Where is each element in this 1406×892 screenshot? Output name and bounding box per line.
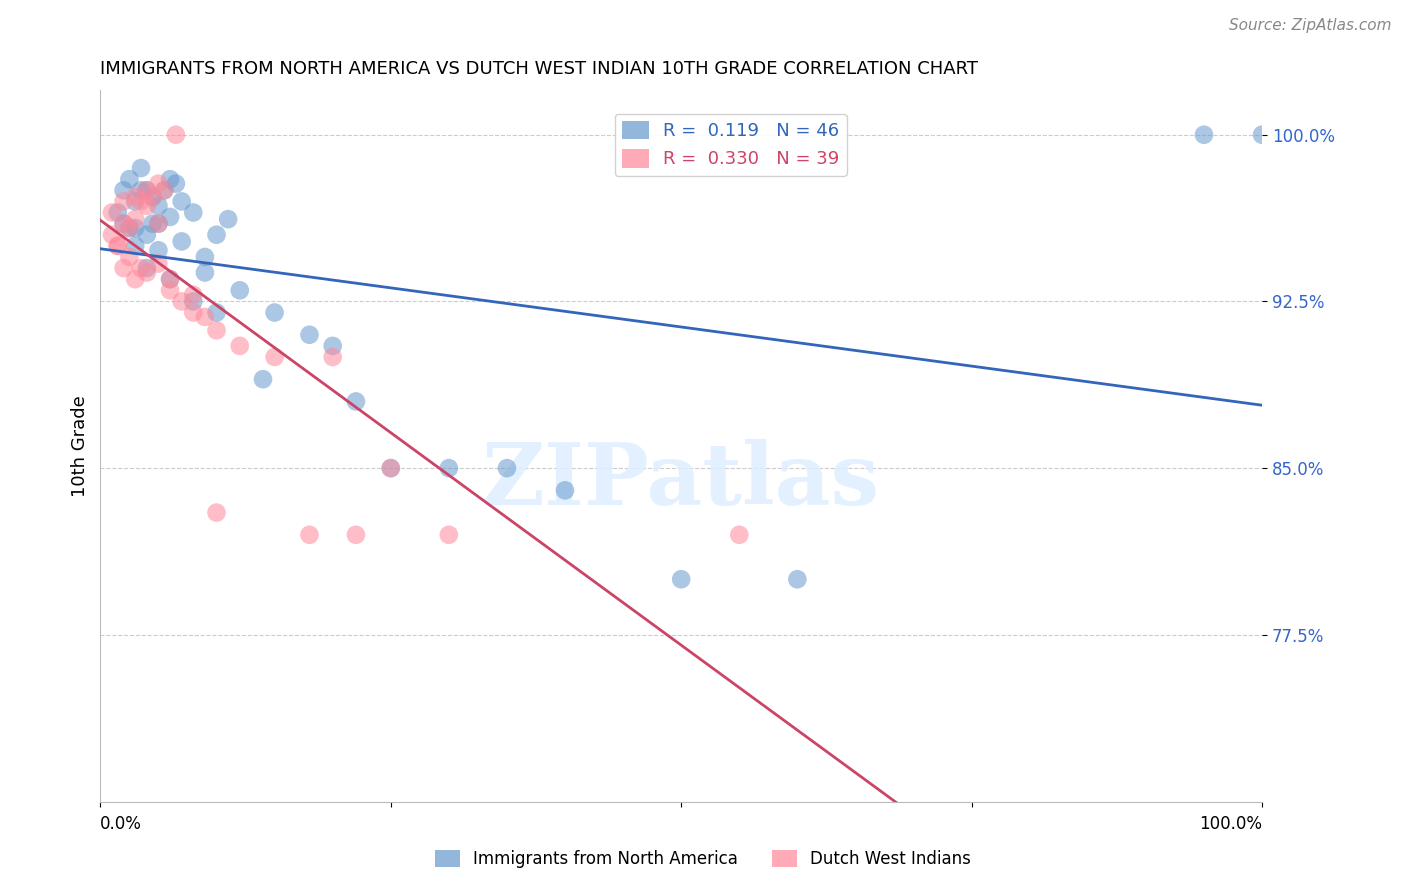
Point [148,244,170,258]
Point [1192,128,1215,142]
Point [135,183,157,197]
Point [437,461,460,475]
Point [112,261,135,276]
Point [107,239,129,253]
Point [153,183,176,197]
Point [229,283,252,297]
Y-axis label: 10th Grade: 10th Grade [72,395,89,497]
Point [135,261,157,276]
Point [252,372,274,386]
Text: 0.0%: 0.0% [100,815,142,833]
Point [112,217,135,231]
Point [786,572,808,586]
Point [165,177,187,191]
Point [194,250,217,264]
Point [728,528,751,542]
Legend: Immigrants from North America, Dutch West Indians: Immigrants from North America, Dutch Wes… [429,843,977,875]
Point [148,257,170,271]
Point [142,217,165,231]
Text: 100.0%: 100.0% [1199,815,1263,833]
Point [118,221,141,235]
Point [170,294,193,309]
Point [148,217,170,231]
Point [554,483,576,498]
Point [135,227,157,242]
Point [148,217,170,231]
Point [153,183,176,197]
Point [170,235,193,249]
Point [112,194,135,209]
Point [170,194,193,209]
Point [298,528,321,542]
Point [124,239,146,253]
Point [101,205,124,219]
Point [181,294,204,309]
Point [298,327,321,342]
Point [118,221,141,235]
Point [135,199,157,213]
Point [205,305,228,319]
Point [205,227,228,242]
Point [159,283,181,297]
Point [118,250,141,264]
Point [205,506,228,520]
Point [142,190,165,204]
Legend: R =  0.119   N = 46, R =  0.330   N = 39: R = 0.119 N = 46, R = 0.330 N = 39 [614,113,846,176]
Point [263,350,285,364]
Point [159,172,181,186]
Point [344,528,367,542]
Point [129,194,152,209]
Text: IMMIGRANTS FROM NORTH AMERICA VS DUTCH WEST INDIAN 10TH GRADE CORRELATION CHART: IMMIGRANTS FROM NORTH AMERICA VS DUTCH W… [100,60,979,78]
Point [217,212,239,227]
Point [124,221,146,235]
Point [129,261,152,276]
Text: ZIPatlas: ZIPatlas [482,440,880,524]
Point [124,190,146,204]
Point [669,572,692,586]
Point [344,394,367,409]
Text: Source: ZipAtlas.com: Source: ZipAtlas.com [1229,18,1392,33]
Point [107,205,129,219]
Point [142,190,165,204]
Point [437,528,460,542]
Point [181,305,204,319]
Point [148,177,170,191]
Point [148,199,170,213]
Point [135,266,157,280]
Point [118,172,141,186]
Point [129,161,152,175]
Point [194,310,217,324]
Point [496,461,519,475]
Point [159,210,181,224]
Point [112,217,135,231]
Point [205,323,228,337]
Point [322,350,344,364]
Point [112,183,135,197]
Point [159,272,181,286]
Point [229,339,252,353]
Point [181,205,204,219]
Point [165,128,187,142]
Point [135,183,157,197]
Point [322,339,344,353]
Point [124,194,146,209]
Point [380,461,402,475]
Point [263,305,285,319]
Point [124,212,146,227]
Point [129,183,152,197]
Point [107,239,129,253]
Point [124,272,146,286]
Point [181,287,204,301]
Point [380,461,402,475]
Point [1251,128,1274,142]
Point [159,272,181,286]
Point [101,227,124,242]
Point [194,266,217,280]
